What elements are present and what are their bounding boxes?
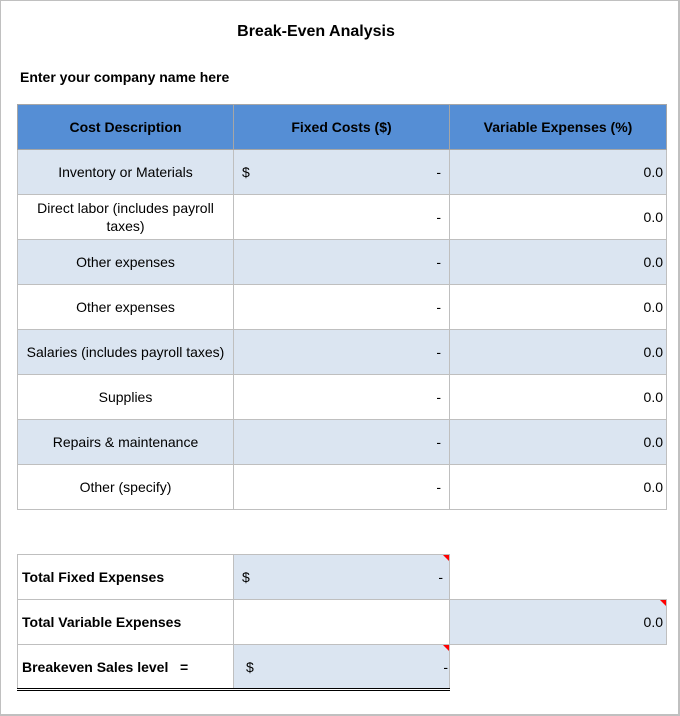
fixed-cost-cell[interactable]: - (233, 464, 450, 510)
variable-expense-cell[interactable]: 0.0 (449, 149, 667, 195)
fixed-cost-cell[interactable]: - (233, 374, 450, 420)
total-fixed-label: Total Fixed Expenses (17, 554, 234, 600)
empty-cell (450, 555, 667, 600)
fixed-cost-value: - (436, 164, 441, 180)
cost-table: Cost Description Fixed Costs ($) Variabl… (17, 104, 667, 510)
fixed-cost-cell[interactable]: - (233, 194, 450, 240)
fixed-cost-value: - (436, 389, 441, 405)
fixed-cost-cell[interactable]: - (233, 419, 450, 465)
header-fixed-costs: Fixed Costs ($) (233, 104, 450, 150)
cost-description-cell[interactable]: Other expenses (17, 284, 234, 330)
fixed-cost-value: - (436, 434, 441, 450)
breakeven-label: Breakeven Sales level = (17, 644, 234, 691)
table-row: Other expenses - 0.0 (17, 284, 667, 330)
table-header-row: Cost Description Fixed Costs ($) Variabl… (17, 104, 667, 150)
breakeven-row: Breakeven Sales level = $ - (17, 644, 667, 691)
breakeven-value: - (443, 658, 448, 675)
fixed-cost-value: - (436, 479, 441, 495)
breakeven-value-cell[interactable]: $ - (233, 644, 450, 691)
table-row: Repairs & maintenance - 0.0 (17, 419, 667, 465)
cost-description-cell[interactable]: Other (specify) (17, 464, 234, 510)
fixed-cost-value: - (436, 299, 441, 315)
total-variable-row: Total Variable Expenses 0.0 (17, 599, 667, 645)
currency-symbol: $ (242, 569, 250, 585)
total-fixed-value-cell[interactable]: $ - (233, 554, 450, 600)
variable-expense-cell[interactable]: 0.0 (449, 374, 667, 420)
cost-description-cell[interactable]: Salaries (includes payroll taxes) (17, 329, 234, 375)
comment-indicator-icon[interactable] (660, 600, 666, 606)
cost-description-cell[interactable]: Repairs & maintenance (17, 419, 234, 465)
variable-expense-cell[interactable]: 0.0 (449, 329, 667, 375)
fixed-cost-value: - (436, 209, 441, 225)
fixed-cost-cell[interactable]: - (233, 329, 450, 375)
table-row: Inventory or Materials $ - 0.0 (17, 149, 667, 195)
variable-expense-cell[interactable]: 0.0 (449, 284, 667, 330)
total-variable-value: 0.0 (643, 614, 663, 630)
total-variable-value-cell[interactable]: 0.0 (449, 599, 667, 645)
page-title: Break-Even Analysis (237, 23, 395, 40)
totals-table: Total Fixed Expenses $ - Total Variable … (17, 554, 667, 691)
table-row: Other (specify) - 0.0 (17, 464, 667, 510)
table-row: Other expenses - 0.0 (17, 239, 667, 285)
currency-symbol: $ (242, 164, 250, 180)
cost-description-cell[interactable]: Other expenses (17, 239, 234, 285)
fixed-cost-cell[interactable]: $ - (233, 149, 450, 195)
cost-description-cell[interactable]: Inventory or Materials (17, 149, 234, 195)
comment-indicator-icon[interactable] (443, 555, 449, 561)
fixed-cost-cell[interactable]: - (233, 239, 450, 285)
header-variable-expenses: Variable Expenses (%) (449, 104, 667, 150)
fixed-cost-value: - (436, 254, 441, 270)
currency-symbol: $ (246, 658, 254, 675)
empty-cell (450, 645, 667, 690)
company-name-cell[interactable]: Enter your company name here (20, 69, 230, 85)
total-variable-empty-cell[interactable] (233, 599, 450, 645)
table-row: Salaries (includes payroll taxes) - 0.0 (17, 329, 667, 375)
variable-expense-cell[interactable]: 0.0 (449, 419, 667, 465)
table-row: Direct labor (includes payroll taxes) - … (17, 194, 667, 240)
variable-expense-cell[interactable]: 0.0 (449, 464, 667, 510)
variable-expense-cell[interactable]: 0.0 (449, 194, 667, 240)
header-cost-description: Cost Description (17, 104, 234, 150)
fixed-cost-value: - (436, 344, 441, 360)
comment-indicator-icon[interactable] (443, 645, 449, 651)
total-fixed-value: - (438, 569, 443, 585)
variable-expense-cell[interactable]: 0.0 (449, 239, 667, 285)
cost-description-cell[interactable]: Supplies (17, 374, 234, 420)
total-fixed-row: Total Fixed Expenses $ - (17, 554, 667, 600)
total-variable-label: Total Variable Expenses (17, 599, 234, 645)
table-row: Supplies - 0.0 (17, 374, 667, 420)
cost-description-cell[interactable]: Direct labor (includes payroll taxes) (17, 194, 234, 240)
fixed-cost-cell[interactable]: - (233, 284, 450, 330)
